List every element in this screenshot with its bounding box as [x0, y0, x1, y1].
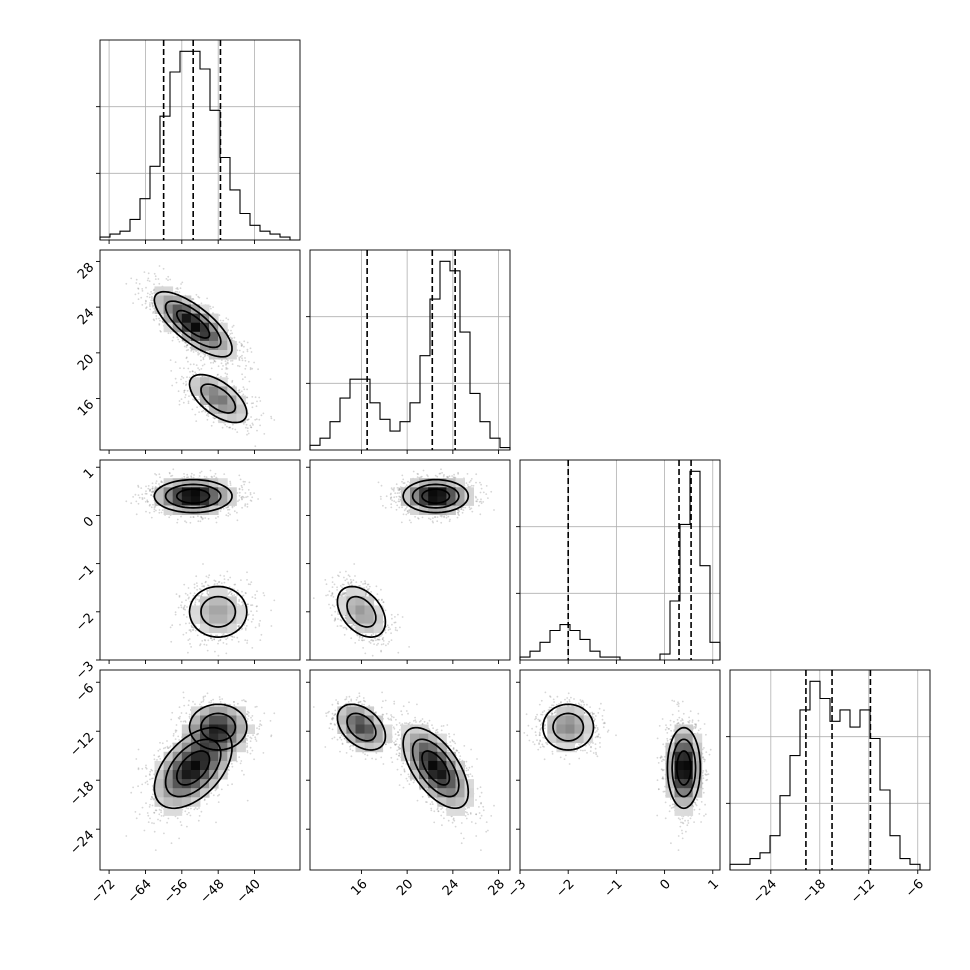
x-tick-label: −64: [125, 877, 155, 907]
x-tick-label: −3: [505, 877, 529, 901]
scatter-panel-2-1: [309, 459, 511, 661]
y-tick-label: 24: [75, 306, 97, 328]
y-tick-label: 20: [75, 352, 97, 374]
x-tick-label: −1: [602, 877, 626, 901]
x-tick-label: −56: [161, 877, 191, 907]
x-tick-label: 16: [348, 877, 370, 899]
x-tick-label: 20: [394, 877, 416, 899]
y-tick-label: −3: [73, 659, 97, 683]
contour-lines: [542, 703, 702, 810]
y-tick-label: 16: [75, 397, 97, 419]
y-tick-label: −1: [73, 562, 97, 586]
x-tick-label: −2: [553, 877, 577, 901]
x-tick-label: −48: [197, 877, 227, 907]
histogram-panel-1: [306, 249, 511, 451]
y-tick-label: −18: [67, 779, 97, 809]
scatter-points: [125, 265, 276, 448]
histogram-steps: [309, 260, 511, 450]
panel-frame: [729, 669, 931, 871]
contour-lines: [336, 478, 470, 638]
panel-frame: [309, 459, 511, 661]
x-tick-label: −40: [234, 877, 264, 907]
y-tick-label: 1: [81, 466, 97, 482]
x-tick-label: −72: [88, 877, 118, 907]
scatter-panel-3-2: [519, 669, 721, 871]
histogram-steps: [99, 50, 300, 241]
histogram-steps: [729, 680, 930, 871]
y-tick-label: −12: [67, 730, 97, 760]
x-tick-label: −6: [903, 877, 927, 901]
panel-frame: [519, 669, 721, 871]
x-tick-label: −18: [799, 877, 829, 907]
panel-frame: [99, 459, 301, 661]
panel-frame: [99, 669, 301, 871]
panel-frame: [99, 249, 301, 451]
x-tick-label: 1: [706, 877, 722, 893]
histogram-panels: [96, 39, 931, 871]
histogram-panel-3: [726, 669, 931, 871]
contour-lines: [153, 290, 248, 424]
scatter-panel-2-0: [99, 459, 301, 661]
panel-frame: [309, 669, 511, 871]
scatter-panel-1-0: [99, 249, 301, 451]
histogram-panel-0: [96, 39, 301, 241]
x-tick-label: 28: [486, 877, 508, 899]
contour-lines: [336, 703, 470, 810]
panel-frame: [519, 459, 721, 661]
x-tick-label: −12: [848, 877, 878, 907]
contour-lines: [153, 703, 248, 810]
x-tick-label: 0: [657, 877, 673, 893]
y-tick-label: −24: [67, 828, 97, 858]
y-tick-label: 0: [81, 514, 97, 530]
scatter-panel-3-1: [309, 669, 511, 871]
panel-frame: [309, 249, 511, 451]
histogram-panel-2: [516, 459, 721, 661]
panel-frame: [99, 39, 301, 241]
contour-lines: [153, 478, 248, 638]
histogram-steps: [519, 470, 721, 661]
y-tick-label: −2: [73, 610, 97, 634]
y-tick-label: −6: [73, 681, 97, 705]
scatter-panel-3-0: [99, 669, 301, 871]
x-tick-label: 24: [440, 877, 462, 899]
x-tick-label: −24: [750, 877, 780, 907]
scatter-panels: [99, 249, 721, 871]
y-tick-label: 28: [75, 260, 97, 282]
